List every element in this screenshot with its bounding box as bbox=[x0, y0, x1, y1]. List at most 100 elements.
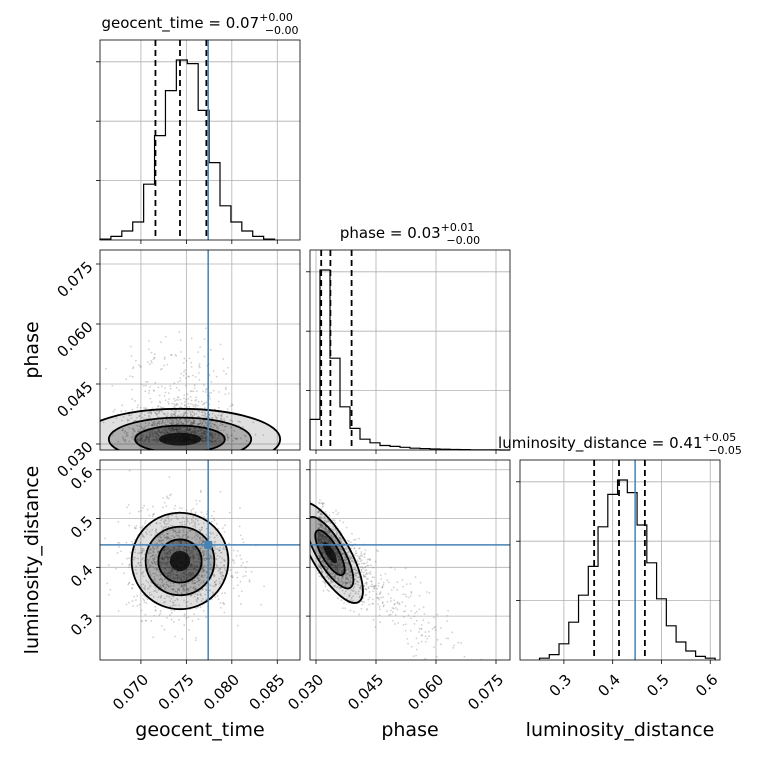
sample-point bbox=[339, 557, 342, 560]
sample-point bbox=[192, 554, 195, 556]
sample-point bbox=[369, 573, 372, 575]
sample-point bbox=[169, 387, 172, 390]
sample-point bbox=[158, 421, 160, 424]
sample-point bbox=[213, 536, 216, 539]
x-tick-label: 0.4 bbox=[594, 671, 624, 701]
sample-point bbox=[334, 522, 337, 524]
sample-point bbox=[163, 537, 166, 539]
sample-point bbox=[169, 581, 172, 584]
sample-point bbox=[185, 589, 188, 591]
sample-point bbox=[157, 428, 160, 431]
sample-point bbox=[176, 430, 178, 433]
sample-point bbox=[134, 548, 136, 551]
sample-point bbox=[194, 526, 197, 529]
sample-point bbox=[229, 569, 232, 571]
sample-point bbox=[339, 537, 341, 540]
sample-point bbox=[322, 534, 325, 537]
sample-point bbox=[175, 428, 178, 431]
sample-point bbox=[196, 597, 199, 600]
sample-point bbox=[243, 434, 246, 437]
sample-point bbox=[426, 591, 428, 593]
sample-point bbox=[349, 557, 352, 560]
sample-point bbox=[337, 576, 340, 579]
sample-point bbox=[167, 536, 169, 539]
sample-point bbox=[213, 423, 216, 426]
sample-point bbox=[341, 582, 344, 585]
sample-point bbox=[189, 428, 192, 430]
sample-point bbox=[218, 549, 220, 552]
sample-point bbox=[362, 574, 365, 576]
sample-point bbox=[167, 518, 170, 521]
sample-point bbox=[188, 566, 191, 569]
sample-point bbox=[184, 384, 187, 387]
sample-point bbox=[192, 411, 194, 414]
sample-point bbox=[354, 552, 357, 555]
sample-point bbox=[217, 440, 220, 443]
sample-point bbox=[191, 423, 194, 425]
sample-point bbox=[201, 597, 204, 600]
sample-point bbox=[192, 548, 194, 551]
sample-point bbox=[149, 564, 152, 567]
sample-point bbox=[338, 545, 341, 548]
sample-point bbox=[184, 420, 187, 423]
sample-point bbox=[189, 556, 191, 558]
sample-point bbox=[401, 601, 404, 604]
sample-point bbox=[180, 583, 183, 586]
sample-point bbox=[189, 529, 192, 532]
sample-point bbox=[327, 538, 329, 541]
sample-point bbox=[350, 576, 352, 579]
sample-point bbox=[338, 536, 341, 539]
sample-point bbox=[183, 426, 186, 429]
sample-point bbox=[155, 522, 158, 525]
sample-point bbox=[390, 600, 392, 603]
sample-point bbox=[351, 560, 354, 562]
sample-point bbox=[172, 413, 175, 415]
sample-point bbox=[183, 370, 185, 373]
sample-point bbox=[172, 576, 175, 579]
sample-point bbox=[203, 402, 205, 405]
sample-point bbox=[201, 439, 204, 441]
sample-point bbox=[128, 440, 131, 443]
sample-point bbox=[352, 560, 355, 563]
sample-point bbox=[196, 565, 199, 568]
sample-point bbox=[345, 567, 348, 570]
sample-point bbox=[185, 578, 188, 581]
sample-point bbox=[167, 392, 170, 395]
sample-point bbox=[389, 597, 392, 600]
sample-point bbox=[320, 539, 323, 542]
sample-point bbox=[201, 432, 203, 435]
sample-point bbox=[212, 585, 215, 588]
sample-point bbox=[170, 427, 172, 430]
sample-point bbox=[321, 536, 323, 539]
sample-point bbox=[156, 568, 159, 571]
sample-point bbox=[189, 564, 192, 567]
sample-point bbox=[171, 604, 174, 607]
sample-point bbox=[363, 556, 366, 559]
sample-point bbox=[202, 419, 205, 422]
sample-point bbox=[409, 583, 412, 585]
sample-point bbox=[353, 547, 356, 550]
sample-point bbox=[164, 562, 166, 565]
sample-point bbox=[319, 499, 321, 501]
sample-point bbox=[199, 547, 202, 550]
sample-point bbox=[167, 423, 170, 426]
sample-point bbox=[168, 595, 170, 598]
sample-point bbox=[187, 398, 189, 400]
sample-point bbox=[187, 572, 190, 575]
sample-point bbox=[190, 565, 193, 568]
sample-point bbox=[321, 533, 324, 536]
sample-point bbox=[193, 430, 195, 433]
sample-point bbox=[321, 551, 324, 554]
sample-point bbox=[365, 561, 368, 564]
sample-point bbox=[216, 547, 219, 550]
sample-point bbox=[326, 567, 328, 570]
sample-point bbox=[186, 588, 189, 591]
sample-point bbox=[348, 569, 350, 572]
sample-point bbox=[213, 436, 216, 439]
sample-point bbox=[212, 573, 215, 576]
sample-point bbox=[358, 547, 361, 549]
sample-point bbox=[229, 419, 232, 422]
sample-point bbox=[319, 539, 322, 542]
sample-point bbox=[156, 413, 159, 416]
